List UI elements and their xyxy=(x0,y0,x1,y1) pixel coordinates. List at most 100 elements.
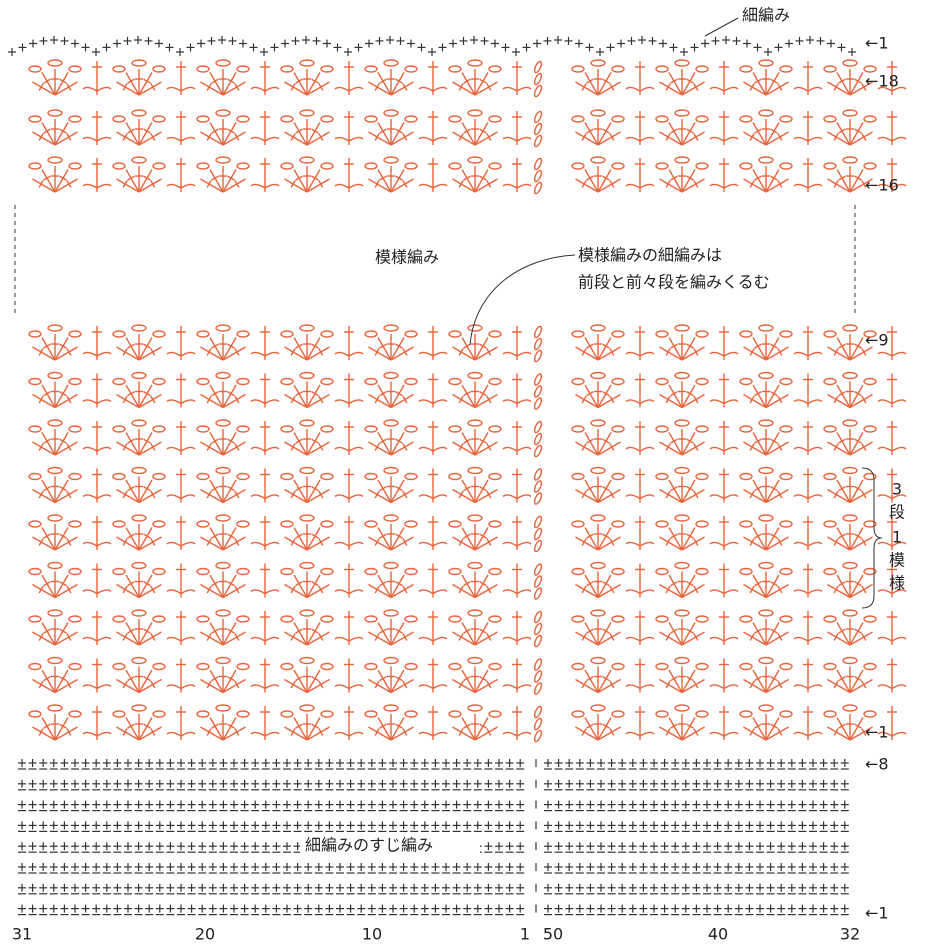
stitch xyxy=(38,538,44,546)
stitch xyxy=(54,583,78,599)
stitch xyxy=(474,72,489,96)
repeat-label: 3 xyxy=(892,480,902,499)
stitch xyxy=(479,128,487,134)
stitch xyxy=(395,128,403,134)
stitch xyxy=(693,133,699,141)
stitch xyxy=(709,183,739,189)
stitch xyxy=(127,78,135,84)
stitch xyxy=(54,384,69,408)
stitch xyxy=(152,65,166,73)
stitch xyxy=(461,717,476,741)
stitch xyxy=(127,486,135,492)
stitch xyxy=(222,131,246,146)
stitch xyxy=(402,490,408,499)
stitch xyxy=(752,122,767,146)
stitch xyxy=(150,585,156,594)
stitch xyxy=(533,527,543,541)
stitch xyxy=(571,162,585,170)
stitch xyxy=(488,472,502,481)
stitch xyxy=(668,122,683,146)
stitch xyxy=(463,391,471,397)
stitch xyxy=(575,678,599,694)
stitch xyxy=(125,384,140,408)
stitch xyxy=(390,131,414,146)
stitch xyxy=(770,581,778,587)
stitch xyxy=(112,662,126,671)
stitch xyxy=(681,81,705,96)
stitch xyxy=(581,443,587,451)
stitch xyxy=(150,538,156,546)
stitch xyxy=(765,131,789,146)
stitch xyxy=(222,393,246,409)
stitch xyxy=(290,585,296,594)
stitch xyxy=(143,391,151,397)
stitch xyxy=(877,494,907,500)
stitch xyxy=(41,122,56,146)
stitch xyxy=(452,583,476,599)
stitch xyxy=(611,567,625,576)
stitch xyxy=(777,133,783,141)
stitch xyxy=(82,446,112,452)
stitch xyxy=(581,83,587,91)
stitch xyxy=(138,574,153,598)
stitch xyxy=(32,131,56,146)
stitch xyxy=(143,128,151,134)
stitch xyxy=(28,520,42,528)
stitch xyxy=(222,488,246,504)
stitch xyxy=(709,589,739,595)
stitch xyxy=(665,133,671,141)
stitch xyxy=(674,609,690,617)
stitch xyxy=(758,609,774,617)
stitch xyxy=(125,122,140,146)
stitch xyxy=(665,680,671,689)
stitch xyxy=(418,399,448,405)
stitch xyxy=(54,346,78,361)
stitch xyxy=(206,83,212,91)
stitch xyxy=(379,723,387,729)
stitch xyxy=(377,527,392,551)
stitch xyxy=(849,432,864,456)
stitch xyxy=(463,343,471,349)
stitch xyxy=(150,133,156,141)
stitch xyxy=(686,581,694,587)
stitch xyxy=(849,574,864,598)
stitch xyxy=(602,175,610,181)
stitch xyxy=(368,393,392,409)
stitch xyxy=(695,520,709,528)
stitch xyxy=(38,443,44,451)
stitch xyxy=(849,488,873,504)
stitch xyxy=(222,527,237,551)
stitch xyxy=(402,395,408,404)
stitch xyxy=(752,527,767,551)
stitch xyxy=(584,72,599,96)
stitch xyxy=(28,472,42,481)
stitch xyxy=(54,432,69,456)
stitch xyxy=(395,628,403,634)
note: 前段と前々段を編みくるむ xyxy=(578,273,770,292)
stitch xyxy=(749,133,755,141)
stitch xyxy=(665,348,671,356)
stitch xyxy=(215,656,231,665)
stitch xyxy=(390,488,414,504)
stitch xyxy=(311,78,319,84)
stitch xyxy=(390,583,414,599)
stitch xyxy=(823,472,837,481)
stitch xyxy=(68,662,82,671)
stitch xyxy=(131,419,147,427)
stitch xyxy=(749,728,755,736)
stitch xyxy=(668,527,683,551)
stitch xyxy=(863,162,877,170)
stitch xyxy=(474,432,489,456)
stitch xyxy=(54,488,78,504)
stitch xyxy=(66,180,72,188)
stitch xyxy=(458,680,464,689)
stitch xyxy=(383,561,399,570)
stitch xyxy=(227,343,235,349)
stitch xyxy=(448,377,462,386)
stitch xyxy=(695,377,709,386)
stitch xyxy=(127,581,135,587)
stitch xyxy=(234,728,240,736)
stitch xyxy=(665,728,671,736)
stitch xyxy=(54,441,78,456)
stitch xyxy=(674,466,690,475)
